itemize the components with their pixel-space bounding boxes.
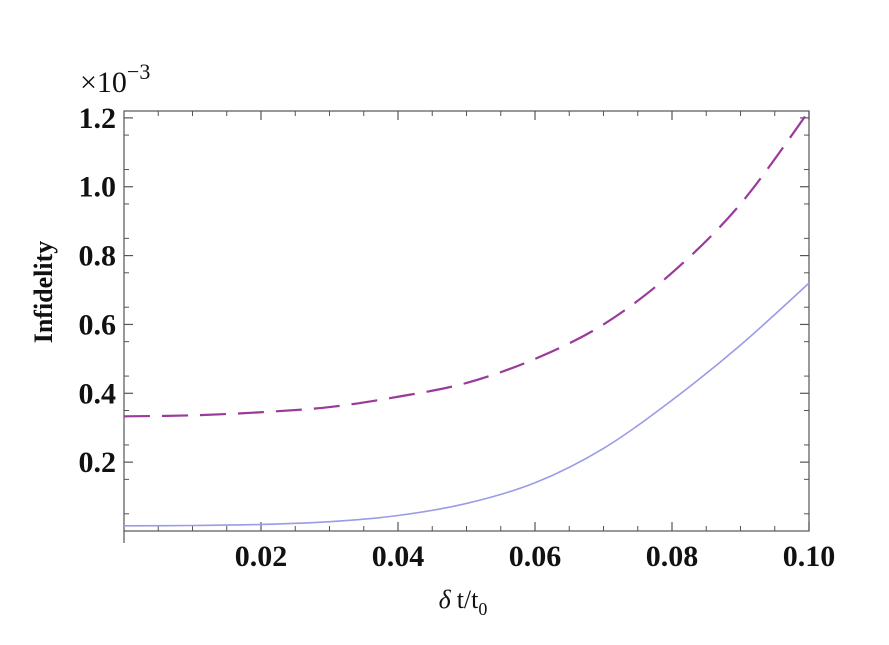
y-axis-label: Infidelity <box>29 241 58 344</box>
y-tick-label: 1.2 <box>79 102 117 135</box>
tick-labels: 0.02 0.04 0.06 0.08 0.10 0.2 0.4 0.6 0.8 1.0 1.2 <box>79 102 836 573</box>
y-tick-label: 1.0 <box>79 171 117 204</box>
y-scale-label: ×10−3 <box>80 59 150 99</box>
series-line-solid <box>123 282 810 527</box>
y-tick-label: 0.4 <box>79 377 117 410</box>
x-tick-label: 0.02 <box>235 540 288 573</box>
x-tick-label: 0.08 <box>646 540 699 573</box>
x-tick-label: 0.06 <box>509 540 562 573</box>
x-axis-label: δ t/t0 <box>439 585 488 619</box>
series-line-dashed <box>123 110 810 418</box>
ticks <box>123 111 810 543</box>
plot-frame <box>123 110 810 532</box>
x-tick-label: 0.10 <box>783 540 836 573</box>
y-tick-label: 0.8 <box>79 240 117 273</box>
y-tick-label: 0.6 <box>79 308 117 341</box>
series-group <box>123 110 810 527</box>
y-scale-exponent: −3 <box>127 59 150 84</box>
y-tick-label: 0.2 <box>79 446 117 479</box>
x-tick-label: 0.04 <box>372 540 425 573</box>
